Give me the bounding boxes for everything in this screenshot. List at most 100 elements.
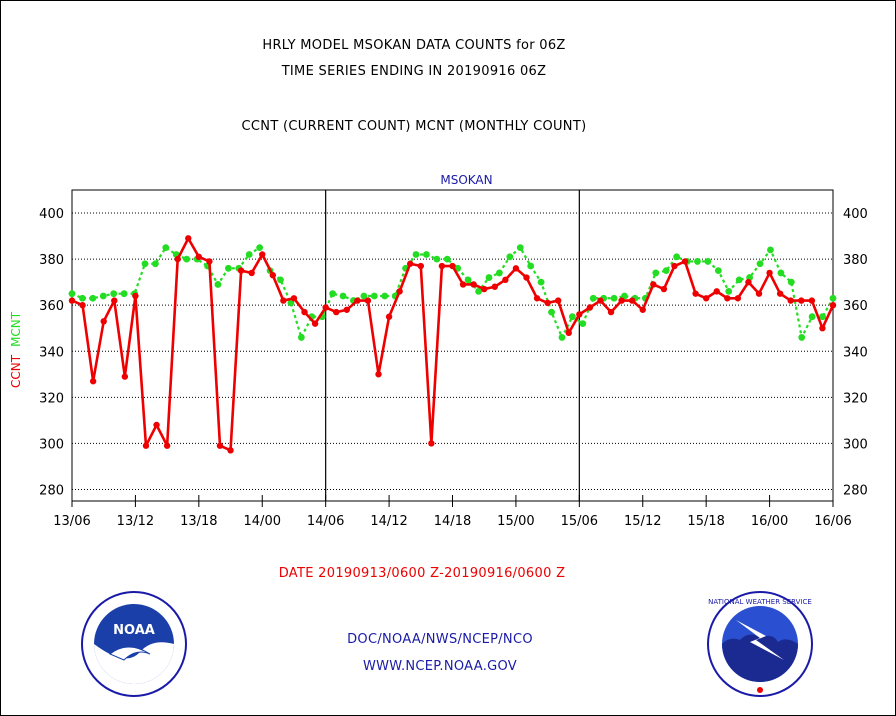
data-point-ccnt [787,297,794,304]
data-point-ccnt [333,308,340,316]
data-point-ccnt [89,378,97,385]
data-point-mcnt [68,290,76,298]
data-point-mcnt [443,255,451,263]
data-point-ccnt [354,297,361,304]
chart-title-line2: TIME SERIES ENDING IN 20190916 06Z [281,64,547,79]
nws-logo: NATIONAL WEATHER SERVICE [707,591,813,697]
x-tick-label: 14/06 [307,514,344,529]
data-point-ccnt [565,329,572,337]
data-point-mcnt [485,274,493,281]
data-point-mcnt [735,276,743,284]
data-point-mcnt [819,313,826,321]
y-tick-label-right: 340 [843,345,868,360]
data-point-mcnt [694,258,701,265]
data-point-ccnt [259,251,266,258]
data-point-ccnt [798,297,805,304]
data-point-ccnt [724,295,731,302]
data-point-ccnt [554,297,562,304]
data-point-mcnt [110,290,118,298]
data-point-mcnt [370,292,378,300]
y-axis-label-ccnt: CCNT [9,354,23,388]
data-point-mcnt [506,253,514,261]
data-point-ccnt [322,304,329,311]
data-point-ccnt [819,325,826,332]
y-axis-label-mcnt: MCNT [9,311,23,347]
data-point-ccnt [650,281,657,288]
data-point-ccnt [660,285,668,293]
data-point-ccnt [713,288,720,295]
data-point-ccnt [470,281,477,288]
data-point-mcnt [151,260,159,268]
data-point-mcnt [558,334,566,341]
data-point-mcnt [589,294,597,302]
data-point-ccnt [776,290,784,297]
data-point-ccnt [671,262,678,270]
ncep-url-link[interactable]: WWW.NCEP.NOAA.GOV [362,659,518,674]
data-point-mcnt [256,244,264,251]
data-point-mcnt [475,287,482,295]
y-tick-label-right: 360 [843,299,868,314]
x-tick-label: 16/00 [751,514,788,529]
data-point-ccnt [512,265,520,272]
data-point-ccnt [407,260,414,267]
x-tick-label: 15/12 [624,514,661,529]
data-point-ccnt [364,297,372,304]
data-point-ccnt [311,320,319,327]
y-tick-label-left: 360 [39,299,64,314]
y-tick-label-left: 380 [39,253,64,268]
data-point-ccnt [734,295,742,302]
data-point-mcnt [183,255,191,263]
data-point-mcnt [412,251,420,258]
data-point-ccnt [597,297,604,304]
x-tick-label: 15/18 [687,514,724,529]
data-point-ccnt [142,442,150,449]
data-point-ccnt [417,262,424,270]
data-point-mcnt [464,276,472,284]
data-point-mcnt [360,292,368,300]
data-point-ccnt [607,308,615,316]
y-tick-label-left: 320 [39,391,64,406]
data-point-ccnt [829,301,837,309]
x-tick-label: 15/06 [561,514,598,529]
data-point-mcnt [99,292,107,300]
y-tick-label-right: 280 [843,483,868,498]
x-tick-label: 13/12 [117,514,154,529]
y-tick-label-left: 340 [39,345,64,360]
data-point-ccnt [523,274,530,281]
data-point-ccnt [343,306,351,313]
data-point-ccnt [280,297,287,304]
data-point-mcnt [777,269,785,277]
org-line: DOC/NOAA/NWS/NCEP/NCO [347,632,533,647]
y-tick-label-left: 280 [39,483,64,498]
y-tick-label-right: 300 [843,437,868,452]
x-tick-label: 14/12 [370,514,407,529]
data-point-mcnt [662,267,670,275]
data-point-mcnt [704,258,712,265]
x-tick-label: 14/00 [244,514,281,529]
x-tick-label: 16/06 [814,514,851,529]
data-point-mcnt [579,320,587,328]
data-point-ccnt [301,308,308,316]
data-point-mcnt [610,294,618,302]
data-point-ccnt [216,442,224,449]
data-point-mcnt [381,292,389,300]
data-point-ccnt [586,304,594,311]
data-point-mcnt [725,287,733,295]
data-point-ccnt [533,295,541,302]
data-point-mcnt [652,269,660,277]
data-point-mcnt [767,246,774,254]
data-point-mcnt [516,244,524,251]
data-point-mcnt [277,276,284,284]
chart-title-line1: HRLY MODEL MSOKAN DATA COUNTS for 06Z [262,38,566,53]
data-point-mcnt [329,290,337,298]
data-point-ccnt [491,283,498,290]
data-point-ccnt [628,297,636,304]
data-point-mcnt [714,267,722,275]
data-point-ccnt [153,421,160,429]
data-point-ccnt [79,301,86,309]
data-point-mcnt [120,290,128,298]
data-point-mcnt [433,255,441,263]
data-point-ccnt [576,311,583,318]
data-point-ccnt [766,269,773,277]
